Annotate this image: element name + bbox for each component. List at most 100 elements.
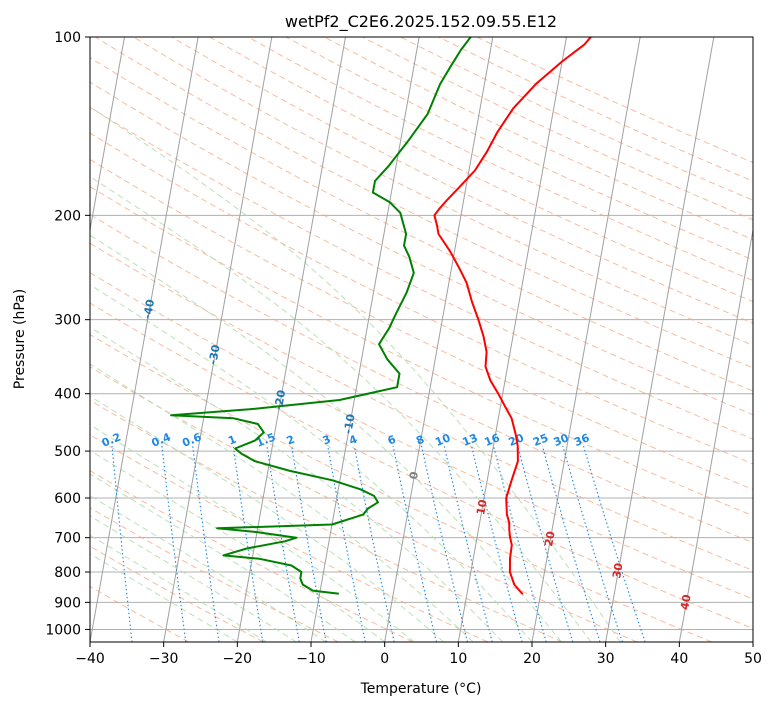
mixing-ratio-label: 25: [531, 431, 550, 449]
y-tick-label: 300: [54, 313, 81, 329]
y-tick-label: 400: [54, 387, 81, 403]
x-tick-label: 40: [670, 651, 688, 667]
chart-title: wetPf2_C2E6.2025.152.09.55.E12: [285, 12, 557, 32]
moist-adiabat-line: [90, 234, 562, 642]
mixing-ratio-line: [582, 445, 646, 642]
y-tick-label: 800: [54, 565, 81, 581]
y-tick-label: 100: [54, 30, 81, 46]
isotherm-label: -30: [206, 343, 222, 365]
dry-adiabat-line: [90, 57, 753, 392]
mixing-ratio-line: [192, 445, 220, 642]
mixing-ratio-label: 16: [483, 431, 502, 449]
isotherm-label: -40: [141, 298, 157, 320]
isotherm-label: 40: [678, 593, 694, 611]
dry-adiabat-line: [90, 366, 638, 642]
x-tick-label: −40: [75, 651, 105, 667]
y-axis-label: Pressure (hPa): [12, 289, 28, 389]
dry-adiabat-line: [90, 333, 712, 642]
mixing-ratio-line: [161, 445, 187, 642]
y-tick-label: 500: [54, 444, 81, 460]
x-tick-label: −30: [149, 651, 179, 667]
dry-adiabat-line: [90, 213, 753, 544]
mixing-ratio-line: [327, 445, 366, 642]
moist-adiabat-line: [90, 175, 592, 642]
isotherm-line: [457, 37, 567, 642]
mixing-ratio-line: [470, 445, 523, 642]
mixing-ratio-label: 1: [226, 433, 238, 448]
mixing-ratio-line: [291, 445, 327, 642]
dry-adiabat-line: [94, 37, 753, 369]
isotherm-line: [163, 37, 273, 642]
mixing-ratio-label: 10: [433, 431, 452, 449]
isotherm-label: 0: [407, 470, 421, 480]
dry-adiabat-line: [209, 37, 753, 303]
moist-adiabat-line: [90, 473, 356, 642]
isotherm-line: [90, 37, 199, 642]
plot-area: [90, 37, 753, 642]
mixing-ratio-line: [232, 445, 264, 642]
isotherm-line: [531, 37, 641, 642]
y-axis-ticks: 100 200 300 400 500 600 700 800 900 1000: [45, 30, 90, 638]
mixing-ratio-line: [517, 445, 574, 642]
x-axis-ticks: −40 −30 −20 −10 0 10 20 30 40 50: [75, 642, 762, 667]
mixing-ratio-label: 2: [285, 433, 297, 448]
dry-adiabat-line: [90, 302, 753, 630]
x-tick-label: −20: [223, 651, 253, 667]
moist-adiabat-line: [90, 363, 474, 642]
isotherm-label: 20: [542, 530, 558, 548]
temperature-line: [433, 37, 592, 595]
isotherm-line: [90, 37, 125, 233]
x-tick-label: 0: [380, 651, 389, 667]
dry-adiabat-line: [90, 132, 753, 465]
mixing-ratio-line: [562, 445, 623, 642]
x-axis-label: Temperature (°C): [360, 681, 482, 697]
y-tick-label: 200: [54, 208, 81, 224]
mixing-ratio-line: [266, 445, 300, 642]
background-lines: [90, 37, 753, 642]
dry-adiabat-line: [90, 434, 488, 642]
y-tick-label: 700: [54, 531, 81, 547]
moist-adiabat-line: [90, 326, 503, 642]
mixing-ratio-label: 36: [572, 431, 591, 449]
isotherm-line: [678, 227, 753, 642]
mixing-ratio-label: 13: [460, 431, 479, 449]
mixing-ratio-line: [392, 445, 437, 642]
y-tick-label: 1000: [45, 622, 81, 638]
moist-adiabat-line: [90, 534, 268, 642]
moist-adiabat-line: [90, 553, 238, 642]
moist-adiabat-line: [90, 449, 385, 642]
mixing-ratio-line: [111, 445, 133, 642]
moist-adiabat-line: [90, 395, 444, 642]
mixing-ratio-line: [541, 445, 601, 642]
isotherm-line: [605, 37, 715, 642]
y-tick-label: 900: [54, 595, 81, 611]
dry-adiabat-line: [90, 186, 753, 517]
dry-adiabat-line: [90, 399, 563, 642]
plot-frame: [89, 36, 754, 643]
x-tick-label: 20: [523, 651, 541, 667]
mixing-ratio-line: [353, 445, 395, 642]
isotherm-label: -10: [341, 413, 357, 435]
x-tick-label: 30: [597, 651, 615, 667]
x-tick-label: −10: [296, 651, 326, 667]
isotherm-line: [310, 37, 420, 642]
mixing-ratio-line: [420, 445, 469, 642]
mixing-ratio-line: [443, 445, 493, 642]
isotherm-label: 30: [610, 562, 626, 580]
isotherm-line: [236, 37, 346, 642]
sounding-series: [170, 37, 592, 595]
x-tick-label: 50: [744, 651, 762, 667]
dewpoint-line: [170, 37, 472, 595]
dry-adiabat-line: [90, 106, 753, 440]
dry-adiabat-line: [90, 158, 753, 491]
dry-adiabat-line: [90, 507, 339, 642]
mixing-ratio-label: 30: [552, 431, 571, 449]
mixing-ratio-label: 8: [414, 433, 426, 448]
isotherm-label: 10: [474, 498, 490, 516]
mixing-ratio-line: [492, 445, 547, 642]
x-tick-label: 10: [449, 651, 467, 667]
dry-adiabat-line: [171, 37, 753, 324]
isotherm-line: [384, 37, 494, 642]
